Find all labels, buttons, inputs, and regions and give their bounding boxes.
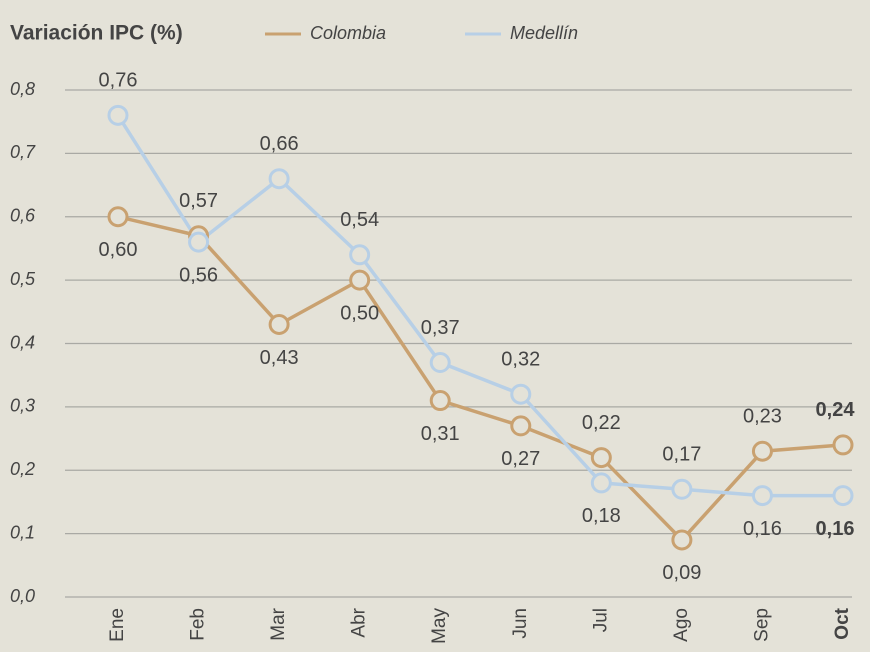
series-line: [117, 215, 844, 543]
point: [510, 415, 532, 437]
x-tick-label: Ago: [671, 608, 692, 642]
data-label: 0,18: [582, 505, 621, 527]
point: [349, 269, 371, 291]
data-label: 0,76: [99, 70, 138, 92]
y-tick-label: 0,3: [10, 396, 35, 416]
series-line: [116, 114, 843, 498]
data-label: 0,09: [662, 562, 701, 584]
legend-label: Colombia: [310, 23, 386, 43]
data-label: 0,43: [260, 347, 299, 369]
point: [751, 440, 773, 462]
point: [671, 478, 693, 500]
data-label: 0,22: [582, 412, 621, 434]
point: [832, 434, 854, 456]
data-label: 0,24: [816, 399, 856, 421]
legend-label: Medellín: [510, 23, 578, 43]
point: [510, 383, 532, 405]
data-label: 0,16: [743, 518, 782, 540]
x-tick-label: Feb: [188, 608, 209, 641]
x-tick-label: Jun: [510, 608, 531, 639]
point: [590, 447, 612, 469]
point: [429, 390, 451, 412]
x-tick-label: Oct: [832, 607, 853, 639]
point: [107, 104, 129, 126]
point: [832, 485, 854, 507]
x-tick-label: Abr: [349, 607, 370, 637]
y-tick-label: 0,7: [10, 142, 36, 162]
x-tick-label: Mar: [268, 607, 289, 640]
point: [751, 485, 773, 507]
point: [188, 231, 210, 253]
data-label: 0,56: [179, 264, 218, 286]
data-label: 0,37: [421, 317, 460, 339]
point: [429, 352, 451, 374]
x-tick-label: May: [429, 608, 450, 644]
x-tick-label: Ene: [107, 608, 128, 642]
data-label: 0,66: [260, 133, 299, 155]
point: [107, 206, 129, 228]
data-label: 0,60: [99, 239, 138, 261]
x-tick-label: Jul: [590, 608, 611, 632]
point: [268, 313, 290, 335]
point: [349, 244, 371, 266]
point: [671, 529, 693, 551]
data-label: 0,32: [501, 348, 540, 370]
y-tick-label: 0,4: [10, 332, 35, 352]
data-label: 0,16: [816, 518, 855, 540]
data-label: 0,50: [340, 302, 379, 324]
y-tick-label: 0,1: [10, 522, 35, 542]
point: [268, 168, 290, 190]
y-tick-label: 0,2: [10, 459, 35, 479]
x-tick-label: Sep: [751, 608, 772, 642]
data-label: 0,27: [501, 448, 540, 470]
data-label: 0,31: [421, 423, 460, 445]
y-tick-label: 0,5: [10, 269, 36, 289]
data-label: 0,57: [179, 190, 218, 212]
y-tick-label: 0,8: [10, 79, 35, 99]
data-label: 0,23: [743, 406, 782, 428]
y-tick-label: 0,6: [10, 206, 36, 226]
y-tick-label: 0,0: [10, 586, 35, 606]
point: [590, 472, 612, 494]
chart-title: Variación IPC (%): [10, 22, 183, 45]
data-label: 0,54: [340, 209, 379, 231]
data-label: 0,17: [662, 444, 701, 466]
